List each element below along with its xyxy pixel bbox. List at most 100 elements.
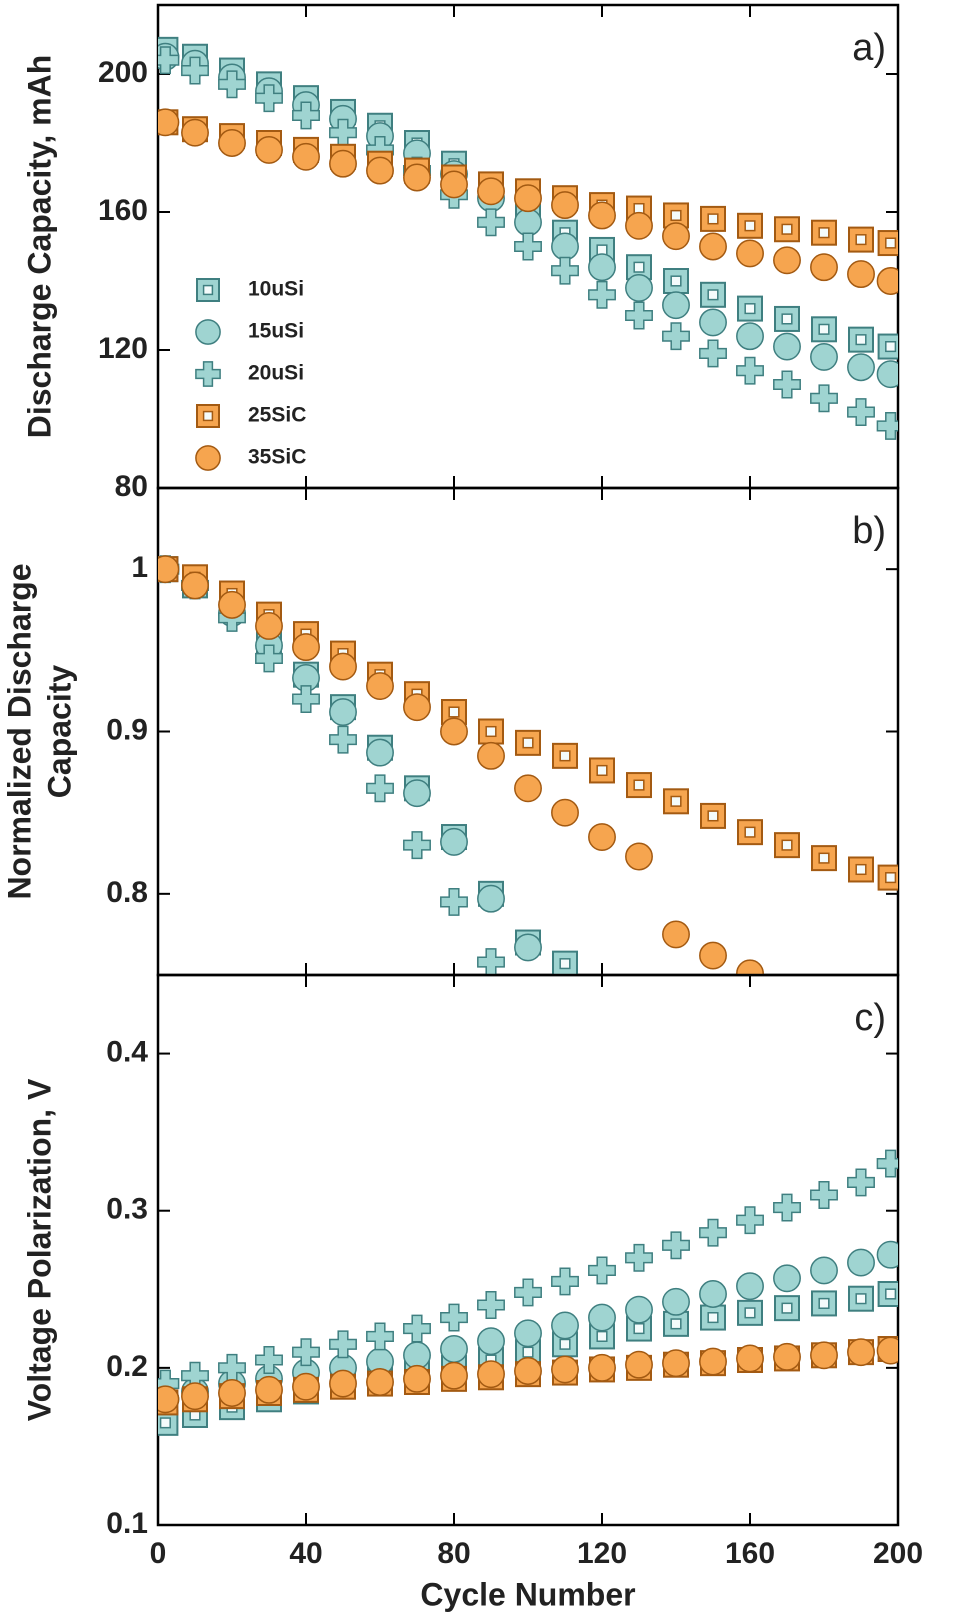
data-point: [329, 698, 357, 726]
marker-shape: [662, 291, 690, 320]
data-point: [181, 1382, 209, 1411]
marker-shape: [810, 1181, 838, 1209]
marker-shape: [329, 1330, 357, 1359]
data-point: [478, 718, 504, 745]
data-point: [773, 370, 801, 399]
data-layer: [158, 1149, 898, 1436]
data-point: [876, 1149, 898, 1178]
marker-shape: [699, 232, 727, 261]
data-point: [366, 1322, 394, 1351]
marker-shape: [440, 827, 468, 856]
data-point: [514, 1278, 542, 1307]
marker-shape: [625, 211, 653, 240]
marker-shape: [781, 223, 793, 235]
data-point: [158, 108, 180, 137]
data-point: [877, 333, 898, 360]
data-point: [181, 56, 209, 85]
data-point: [218, 590, 246, 619]
marker-shape: [551, 191, 579, 220]
data-point: [700, 1304, 726, 1331]
marker-shape: [255, 135, 283, 164]
marker-shape: [292, 142, 320, 171]
marker-shape: [699, 308, 727, 337]
marker-shape: [588, 253, 616, 282]
marker-shape: [403, 831, 431, 860]
data-point: [625, 1350, 653, 1379]
marker-shape: [218, 70, 246, 99]
data-point: [699, 232, 727, 261]
data-point: [737, 819, 763, 846]
data-layer: [158, 36, 898, 440]
marker-shape: [633, 779, 645, 791]
marker-shape: [477, 1327, 505, 1356]
marker-shape: [448, 706, 460, 718]
data-point: [810, 253, 838, 282]
data-point: [625, 301, 653, 330]
legend-label: 20uSi: [248, 362, 304, 385]
marker-shape: [773, 332, 801, 361]
data-point: [876, 360, 898, 389]
data-point: [477, 1291, 505, 1319]
marker-shape: [551, 232, 579, 261]
marker-shape: [477, 948, 505, 975]
legend-marker: [195, 445, 221, 471]
data-point: [403, 1364, 431, 1393]
data-point: [626, 254, 652, 281]
marker-shape: [551, 1355, 579, 1384]
data-point: [255, 612, 283, 640]
data-point: [477, 208, 505, 237]
marker-shape: [551, 256, 579, 285]
legend-label: 10uSi: [248, 278, 304, 301]
marker-shape: [736, 356, 764, 385]
marker-shape: [181, 56, 209, 85]
marker-shape: [218, 129, 246, 157]
data-point: [774, 216, 800, 243]
data-point: [366, 738, 394, 767]
y-tick-label: 120: [98, 332, 148, 365]
data-point: [551, 256, 579, 285]
data-point: [774, 305, 800, 332]
marker-shape: [485, 725, 497, 738]
marker-shape: [855, 234, 867, 246]
marker-shape: [625, 1350, 653, 1379]
marker-shape: [329, 698, 357, 726]
data-point: [366, 1368, 394, 1396]
marker-shape: [255, 644, 283, 673]
marker-shape: [514, 184, 542, 213]
marker-shape: [737, 1299, 763, 1326]
y-axis-label: Capacity: [41, 665, 77, 799]
y-tick-label: 0.2: [106, 1350, 148, 1383]
data-point: [662, 322, 690, 351]
data-point: [255, 644, 283, 673]
marker-shape: [255, 1346, 283, 1374]
legend-marker: [196, 278, 220, 302]
marker-shape: [195, 445, 221, 471]
data-point: [292, 1338, 320, 1367]
data-point: [218, 1379, 246, 1407]
marker-shape: [329, 725, 357, 754]
marker-shape: [885, 872, 897, 884]
data-point: [158, 1385, 180, 1414]
marker-shape: [588, 1256, 616, 1285]
data-point: [662, 1231, 690, 1260]
data-point: [440, 1303, 468, 1332]
marker-shape: [670, 1318, 682, 1330]
data-point: [662, 1287, 690, 1316]
marker-shape: [514, 1357, 542, 1385]
marker-shape: [329, 149, 357, 178]
marker-shape: [625, 842, 653, 871]
data-point: [877, 1281, 898, 1307]
data-point: [477, 884, 505, 913]
panel-label: b): [852, 510, 886, 552]
data-point: [876, 1240, 898, 1269]
marker-shape: [292, 633, 320, 662]
data-point: [158, 555, 180, 584]
x-tick-label: 120: [577, 1537, 627, 1570]
marker-shape: [522, 737, 534, 749]
data-point: [663, 268, 689, 294]
data-point: [588, 1353, 616, 1382]
marker-shape: [514, 1319, 542, 1348]
data-point: [255, 84, 283, 113]
x-tick-label: 200: [873, 1537, 923, 1570]
